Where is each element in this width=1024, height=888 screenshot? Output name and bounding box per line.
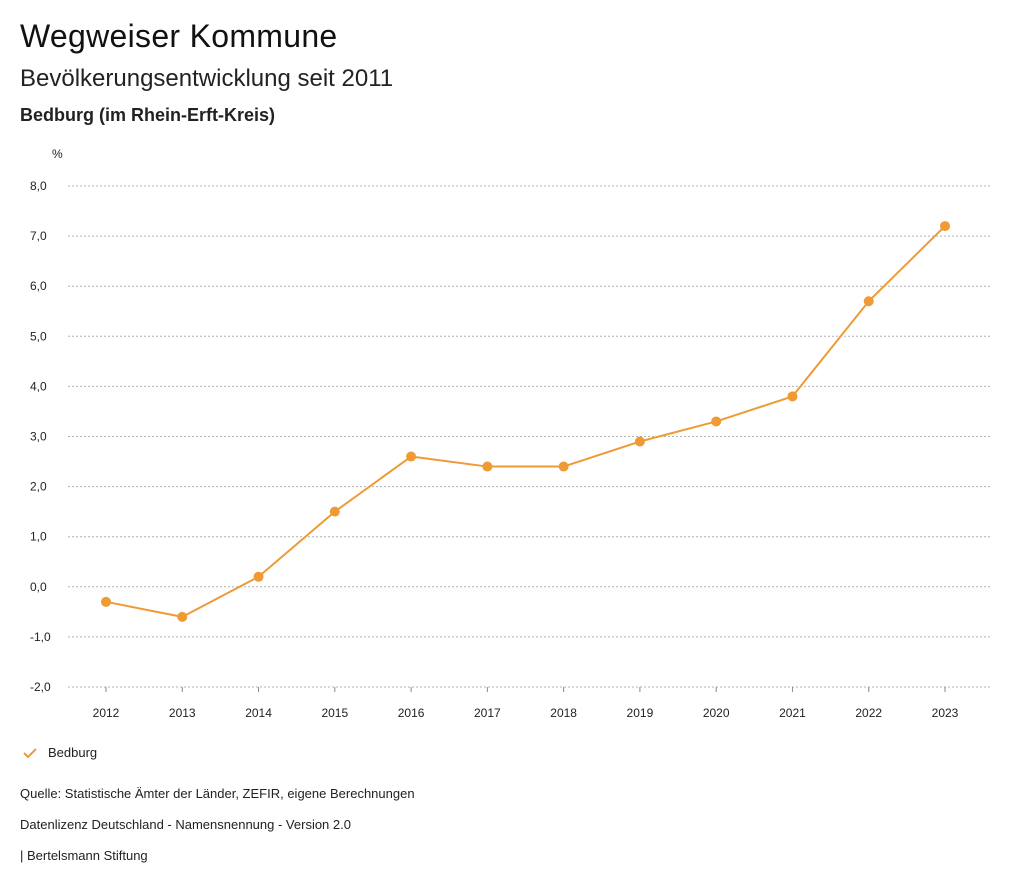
x-tick-label: 2015 [321, 706, 348, 720]
region-label: Bedburg (im Rhein-Erft-Kreis) [20, 105, 276, 125]
x-tick-label: 2012 [93, 706, 120, 720]
x-tick-label: 2018 [550, 706, 577, 720]
license-note: Datenlizenz Deutschland - Namensnennung … [20, 817, 351, 832]
series-line [105, 225, 946, 618]
page-title: Wegweiser Kommune [20, 18, 338, 54]
data-point [940, 221, 950, 232]
data-point [406, 451, 417, 462]
x-tick-label: 2017 [474, 706, 501, 720]
y-tick-label: 1,0 [30, 530, 47, 544]
data-point [482, 461, 493, 472]
y-tick-label: -2,0 [30, 680, 51, 694]
data-point [558, 461, 569, 472]
x-tick-label: 2020 [703, 706, 730, 720]
data-point [253, 571, 264, 582]
data-point [711, 416, 722, 427]
x-tick-label: 2022 [855, 706, 882, 720]
line-chart: % -2,0 -1,0 0,0 1,0 2,0 3,0 4,0 5,0 6,0 7,0 8,0 2012… [30, 147, 990, 720]
x-tick-label: 2019 [627, 706, 654, 720]
y-tick-label: 6,0 [30, 279, 47, 293]
y-tick-label: 7,0 [30, 229, 47, 243]
y-tick-label: 3,0 [30, 430, 47, 444]
data-point [177, 611, 188, 622]
x-tick-label: 2013 [169, 706, 196, 720]
publisher-note: | Bertelsmann Stiftung [20, 848, 148, 863]
y-tick-label: 8,0 [30, 179, 47, 193]
x-tick-label: 2014 [245, 706, 272, 720]
data-point [634, 436, 645, 447]
y-tick-label: 5,0 [30, 329, 47, 343]
y-tick-label: 2,0 [30, 480, 47, 494]
check-icon [23, 747, 37, 758]
legend[interactable]: Bedburg [22, 745, 97, 760]
y-axis-unit: % [52, 147, 63, 161]
source-note: Quelle: Statistische Ämter der Länder, Z… [20, 786, 415, 801]
y-tick-label: 4,0 [30, 379, 47, 393]
x-tick-label: 2021 [779, 706, 806, 720]
x-tick-label: 2023 [932, 706, 959, 720]
data-point [863, 296, 874, 307]
y-tick-label: -1,0 [30, 630, 51, 644]
x-tick-label: 2016 [398, 706, 425, 720]
chart-subtitle: Bevölkerungsentwicklung seit 2011 [20, 65, 394, 92]
y-tick-label: 0,0 [30, 580, 47, 594]
legend-label: Bedburg [48, 745, 98, 760]
data-point [101, 596, 111, 607]
data-point [787, 391, 798, 402]
data-point [329, 506, 340, 517]
